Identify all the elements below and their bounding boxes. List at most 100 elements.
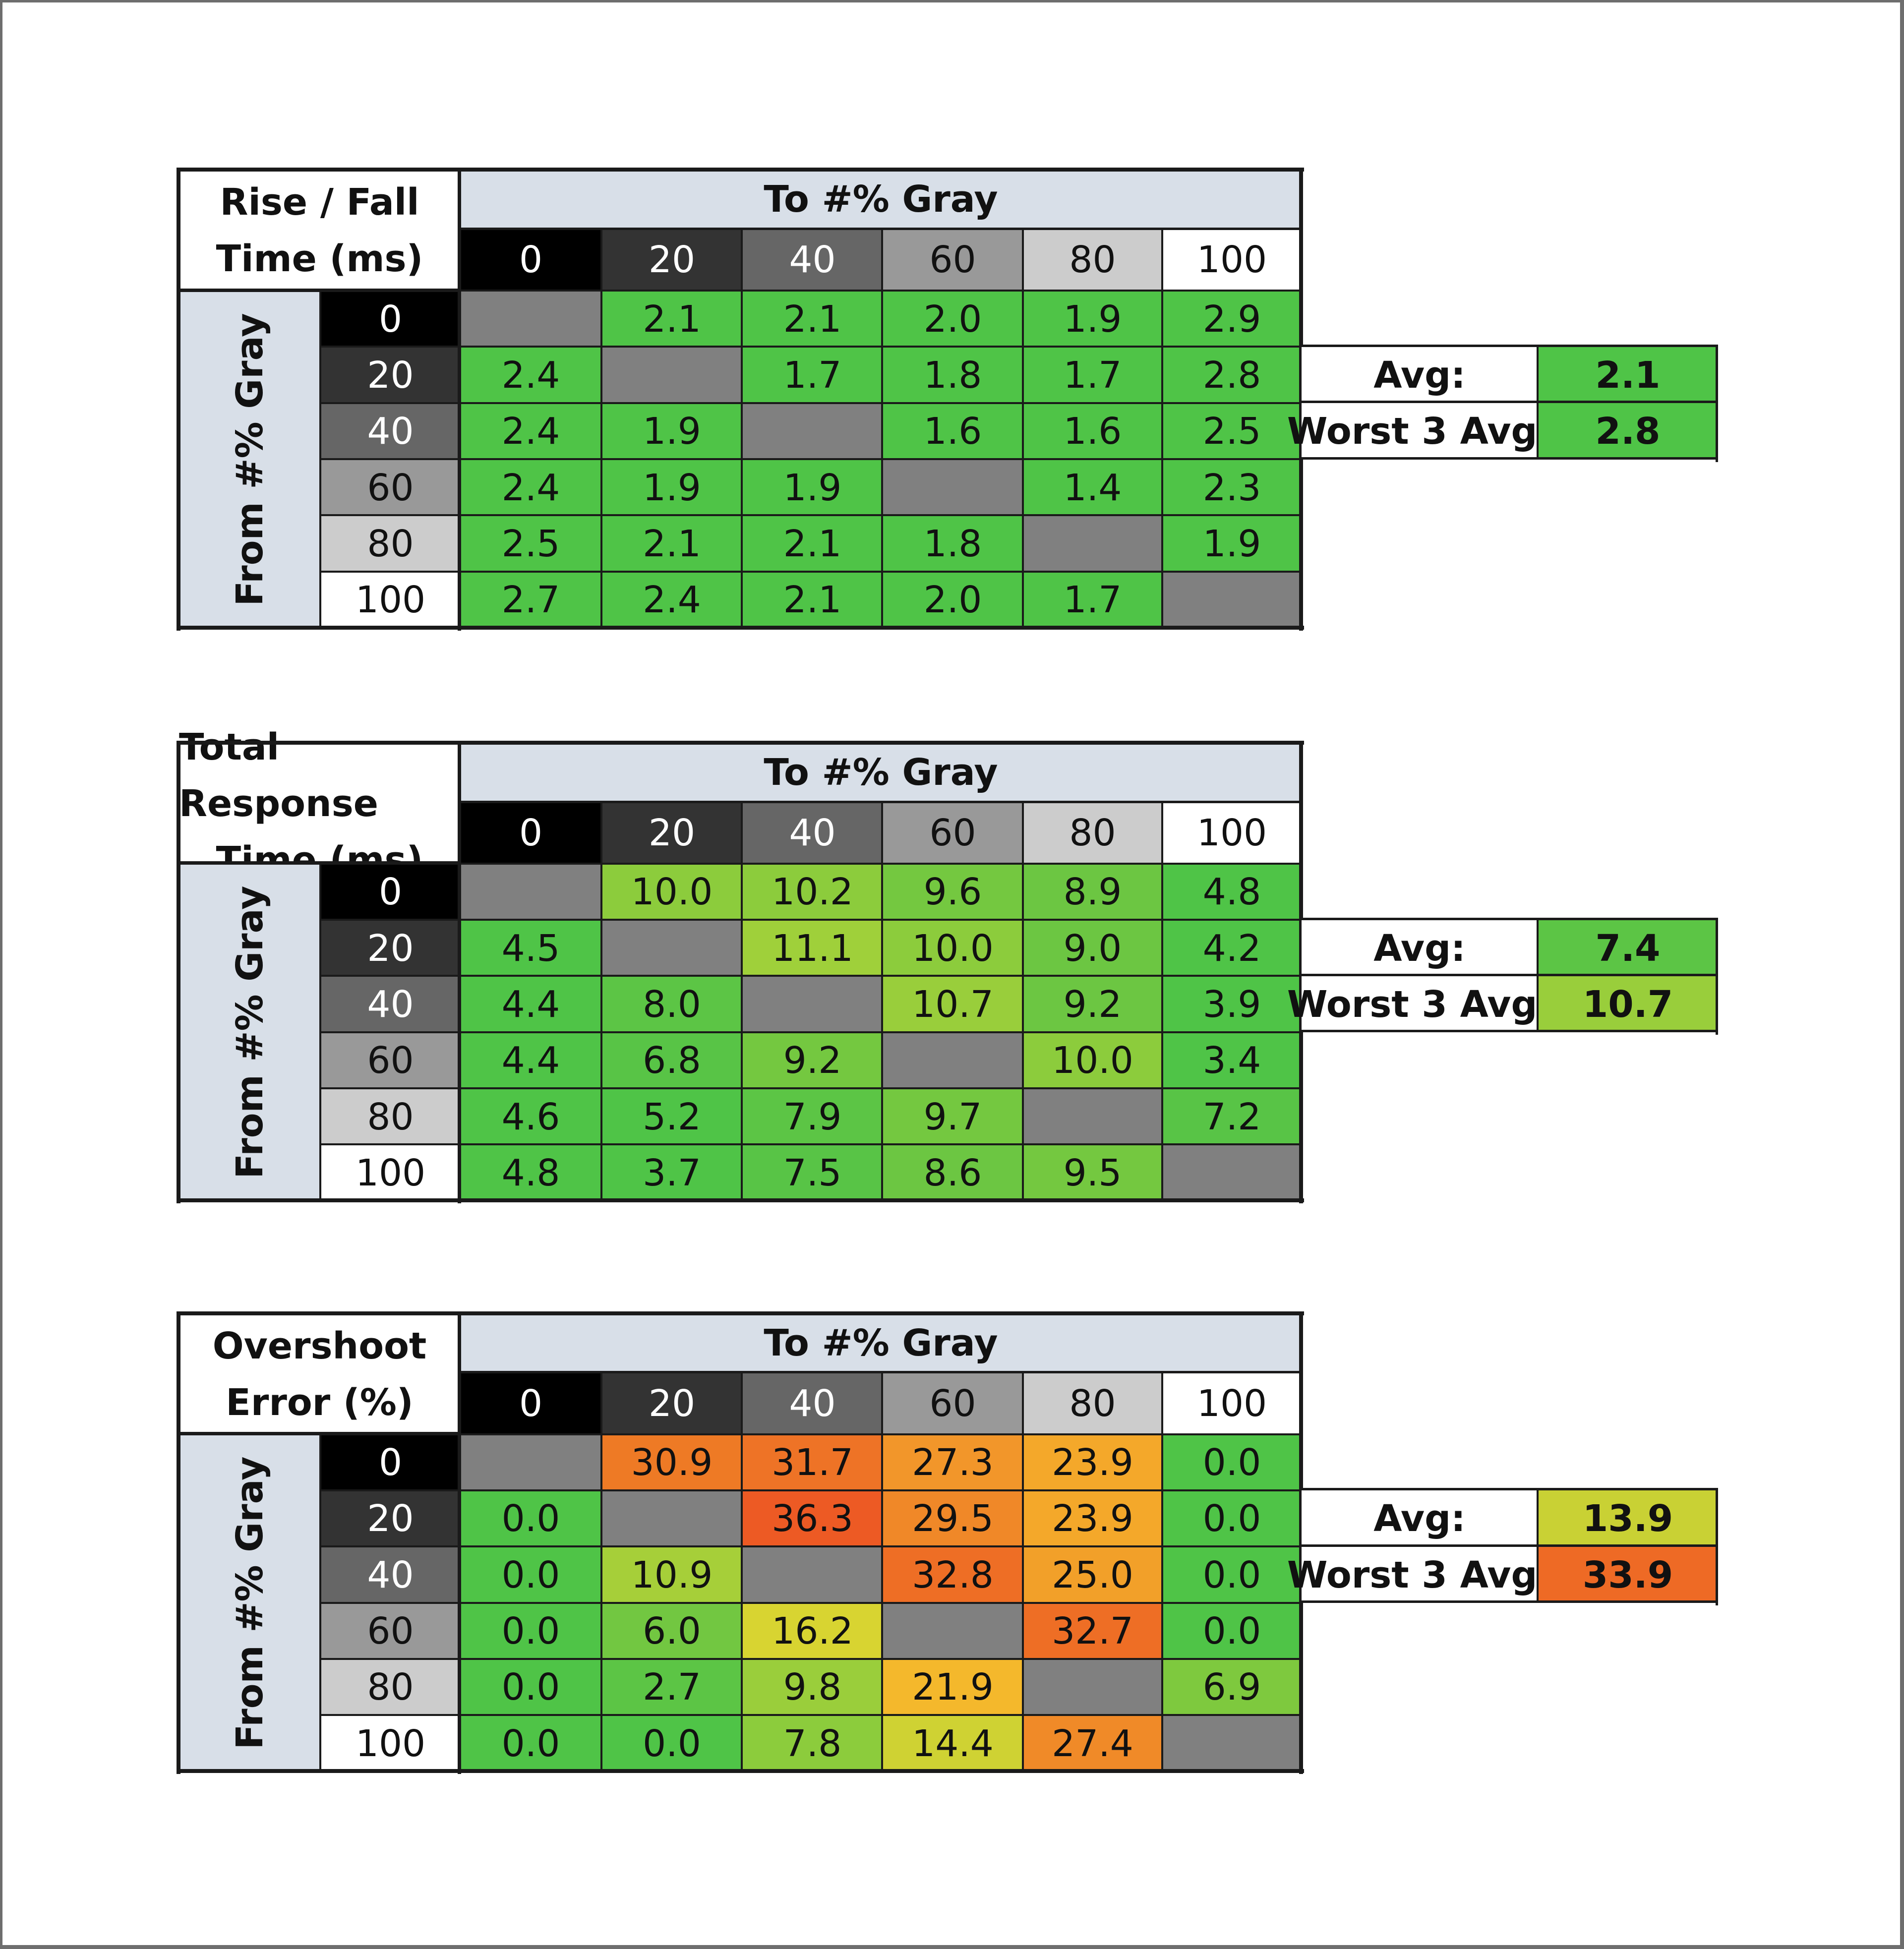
data-cell <box>601 347 742 403</box>
grid-line <box>321 1714 1302 1716</box>
data-cell: 2.1 <box>601 516 742 572</box>
stat-border <box>1537 347 1539 460</box>
stat-label: Worst 3 Avg: <box>1287 1547 1552 1603</box>
data-cell: 10.0 <box>1023 1032 1162 1089</box>
data-cell: 3.9 <box>1162 976 1302 1032</box>
grid-line <box>321 571 1302 573</box>
stat-border <box>1716 345 1718 462</box>
data-cell <box>742 976 883 1032</box>
data-cell: 32.8 <box>883 1547 1023 1603</box>
data-cell: 0.0 <box>1162 1603 1302 1659</box>
data-cell: 36.3 <box>742 1490 883 1547</box>
row-level: 40 <box>321 1547 460 1603</box>
data-cell <box>460 864 601 920</box>
row-header: From #% Gray <box>179 864 321 1201</box>
stat-label: Worst 3 Avg: <box>1287 976 1552 1032</box>
row-header: From #% Gray <box>179 291 321 628</box>
column-header: To #% Gray <box>460 170 1302 229</box>
stat-border <box>1716 1488 1718 1605</box>
data-cell: 5.2 <box>601 1089 742 1145</box>
data-cell: 0.0 <box>601 1715 742 1772</box>
row-header-label: From #% Gray <box>229 886 271 1179</box>
data-cell <box>1162 1715 1302 1772</box>
row-level: 0 <box>321 291 460 347</box>
data-cell: 2.0 <box>883 572 1023 628</box>
grid-line <box>321 1143 1302 1145</box>
grid-line <box>321 1489 1302 1491</box>
row-level: 100 <box>321 1145 460 1201</box>
data-cell <box>601 920 742 976</box>
table-title-line: Error (%) <box>226 1381 414 1424</box>
data-cell: 6.9 <box>1162 1659 1302 1715</box>
data-cell: 7.9 <box>742 1089 883 1145</box>
grid-line <box>321 346 1302 348</box>
data-cell: 30.9 <box>601 1434 742 1490</box>
table-title: Overshoot Error (%) <box>179 1314 460 1434</box>
data-cell: 1.9 <box>742 460 883 516</box>
data-cell <box>1023 1089 1162 1145</box>
data-cell: 3.4 <box>1162 1032 1302 1089</box>
row-level: 80 <box>321 1659 460 1715</box>
row-level: 0 <box>321 864 460 920</box>
stat-value: 7.4 <box>1538 920 1718 976</box>
column-level: 0 <box>460 802 601 864</box>
data-cell <box>883 1603 1023 1659</box>
row-level: 20 <box>321 347 460 403</box>
data-cell: 2.4 <box>601 572 742 628</box>
table-border <box>177 1311 180 1774</box>
data-cell: 14.4 <box>883 1715 1023 1772</box>
data-cell: 1.9 <box>601 403 742 460</box>
grid-line <box>1161 1372 1163 1772</box>
table-border <box>177 626 1304 630</box>
data-cell <box>883 460 1023 516</box>
table-title-line: Total Response <box>179 725 378 825</box>
grid-line <box>321 1545 1302 1547</box>
grid-line <box>1022 229 1024 628</box>
row-header-label: From #% Gray <box>229 1456 271 1750</box>
stat-border <box>1302 918 1718 920</box>
grid-line <box>321 919 1302 921</box>
stat-value: 2.8 <box>1538 403 1718 460</box>
table-border <box>177 1198 1304 1202</box>
data-cell: 31.7 <box>742 1434 883 1490</box>
data-cell <box>1162 572 1302 628</box>
data-cell: 4.2 <box>1162 920 1302 976</box>
grid-line <box>319 864 321 1201</box>
data-cell: 9.7 <box>883 1089 1023 1145</box>
row-header: From #% Gray <box>179 1434 321 1772</box>
data-cell: 1.7 <box>1023 572 1162 628</box>
stat-label: Avg: <box>1302 347 1538 403</box>
data-cell: 10.2 <box>742 864 883 920</box>
grid-line <box>321 290 1302 292</box>
data-cell <box>883 1032 1023 1089</box>
grid-line <box>1161 802 1163 1201</box>
grid-line <box>600 1372 602 1772</box>
stat-label: Avg: <box>1302 1490 1538 1547</box>
data-cell: 9.8 <box>742 1659 883 1715</box>
table-border <box>460 801 1302 803</box>
grid-line <box>600 229 602 628</box>
data-cell: 10.0 <box>883 920 1023 976</box>
table-border <box>458 741 461 1203</box>
stat-border <box>1302 1030 1718 1032</box>
row-level: 80 <box>321 516 460 572</box>
grid-line <box>321 975 1302 977</box>
table-title-line: Time (ms) <box>216 237 423 280</box>
data-cell <box>1023 516 1162 572</box>
data-cell <box>460 291 601 347</box>
grid-line <box>881 229 883 628</box>
column-level: 40 <box>742 802 883 864</box>
table-title-line: Overshoot <box>212 1324 427 1367</box>
data-cell: 2.5 <box>460 516 601 572</box>
data-cell: 8.0 <box>601 976 742 1032</box>
row-level: 60 <box>321 1603 460 1659</box>
column-level: 40 <box>742 1372 883 1434</box>
data-cell: 2.7 <box>460 572 601 628</box>
data-cell: 9.2 <box>1023 976 1162 1032</box>
data-cell <box>742 403 883 460</box>
column-level: 100 <box>1162 802 1302 864</box>
stat-label: Worst 3 Avg: <box>1287 403 1552 460</box>
column-level: 40 <box>742 229 883 291</box>
row-level: 80 <box>321 1089 460 1145</box>
column-level: 60 <box>883 1372 1023 1434</box>
